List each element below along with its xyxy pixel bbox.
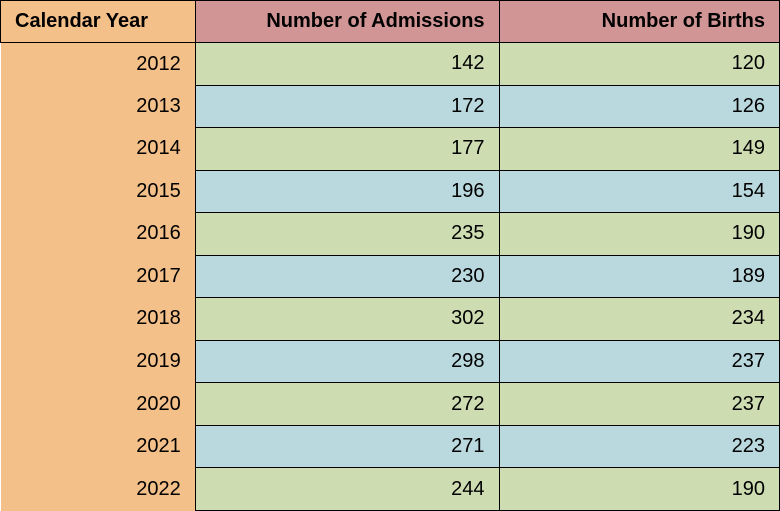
admissions-cell: 302: [195, 298, 499, 341]
admissions-cell: 230: [195, 255, 499, 298]
year-cell: 2018: [1, 298, 196, 341]
admissions-cell: 298: [195, 340, 499, 383]
births-cell: 120: [499, 43, 779, 86]
table-row: 2013172126: [1, 85, 780, 128]
year-cell: 2020: [1, 383, 196, 426]
year-cell: 2014: [1, 128, 196, 171]
admissions-cell: 177: [195, 128, 499, 171]
admissions-cell: 142: [195, 43, 499, 86]
admissions-cell: 272: [195, 383, 499, 426]
table-row: 2016235190: [1, 213, 780, 256]
births-cell: 237: [499, 340, 779, 383]
births-cell: 190: [499, 213, 779, 256]
col-header-births: Number of Births: [499, 1, 779, 43]
table-row: 2012142120: [1, 43, 780, 86]
data-table: Calendar Year Number of Admissions Numbe…: [0, 0, 780, 511]
year-cell: 2017: [1, 255, 196, 298]
births-cell: 154: [499, 170, 779, 213]
admissions-cell: 196: [195, 170, 499, 213]
year-cell: 2015: [1, 170, 196, 213]
births-cell: 189: [499, 255, 779, 298]
table-row: 2018302234: [1, 298, 780, 341]
births-cell: 126: [499, 85, 779, 128]
table-row: 2019298237: [1, 340, 780, 383]
col-header-admissions: Number of Admissions: [195, 1, 499, 43]
table-row: 2020272237: [1, 383, 780, 426]
admissions-cell: 172: [195, 85, 499, 128]
year-cell: 2016: [1, 213, 196, 256]
table-row: 2022244190: [1, 468, 780, 511]
admissions-cell: 271: [195, 425, 499, 468]
admissions-cell: 244: [195, 468, 499, 511]
births-cell: 190: [499, 468, 779, 511]
births-cell: 234: [499, 298, 779, 341]
header-row: Calendar Year Number of Admissions Numbe…: [1, 1, 780, 43]
births-cell: 223: [499, 425, 779, 468]
year-cell: 2022: [1, 468, 196, 511]
table-row: 2015196154: [1, 170, 780, 213]
year-cell: 2013: [1, 85, 196, 128]
year-cell: 2019: [1, 340, 196, 383]
table-row: 2021271223: [1, 425, 780, 468]
year-cell: 2021: [1, 425, 196, 468]
admissions-cell: 235: [195, 213, 499, 256]
col-header-year: Calendar Year: [1, 1, 196, 43]
year-cell: 2012: [1, 43, 196, 86]
births-cell: 149: [499, 128, 779, 171]
table-row: 2014177149: [1, 128, 780, 171]
births-cell: 237: [499, 383, 779, 426]
table-row: 2017230189: [1, 255, 780, 298]
